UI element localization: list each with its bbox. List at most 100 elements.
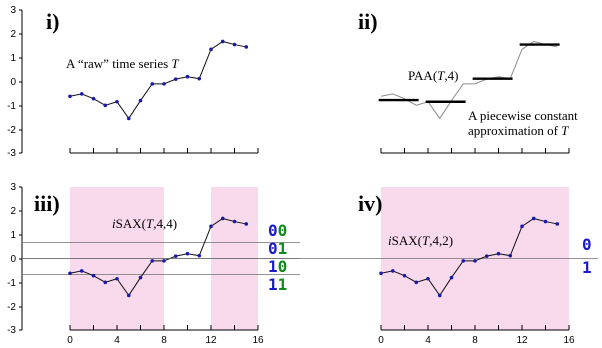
paa-note-line2: approximation of T [468,123,569,138]
series-point [220,216,225,221]
series-point [162,82,166,86]
paa-note-line1: A piecewise constant [468,108,578,123]
series-line [69,217,247,297]
bottom-y-tick: -3 [7,325,16,336]
paa-suffix: ,4) [444,68,458,83]
top-y-tick: -2 [7,125,16,136]
series-point [173,254,178,258]
isax-i: i [112,216,116,231]
annotation-text: A “raw” time series [66,56,171,71]
bottom-y-axis: 3 2 1 0 -1 -2 -3 [7,182,23,336]
isax-code: 11 [268,275,287,294]
bottom-y-tick: 1 [10,230,16,241]
series-point [138,98,143,103]
series-point [91,96,96,101]
x-tick-label: 0 [67,335,73,346]
panel-label: ii) [358,9,378,34]
code-prefix: 1 [268,257,278,276]
bottom-y-tick: 0 [10,254,16,265]
series-point [449,275,454,280]
x-tick-label: 16 [252,335,264,346]
bottom-y-tick: 3 [10,182,16,193]
series-point [126,116,131,121]
series-point [91,273,96,278]
top-y-tick: -1 [7,101,16,112]
panel-label: iv) [358,191,382,216]
series-point [150,259,155,263]
series-point [473,259,477,263]
paa-prefix: PAA( [408,68,437,83]
x-tick-label: 4 [425,335,431,346]
series-point [103,103,108,108]
isax-code: 1 [582,258,592,277]
series-point [68,271,72,276]
top-y-tick: -3 [7,148,16,159]
isax-code: 01 [268,239,287,258]
bottom-y-tick: -2 [7,302,16,313]
series-point [461,259,466,263]
series-point [209,47,213,52]
paa-note-var: T [561,123,569,138]
code-prefix: 1 [268,275,278,294]
series-point [244,222,249,226]
series-point [103,280,108,285]
series-point [162,259,166,263]
series-point [185,251,190,256]
paa-note-text: approximation of [468,123,561,138]
top-y-axis: 3 2 1 0 -1 -2 -3 [7,5,23,159]
paa-var: T [437,68,445,83]
series-point [173,77,178,81]
series-point [150,82,155,86]
series-point [520,224,524,229]
code-suffix: 0 [278,257,288,276]
isax-var: T [422,233,430,248]
isax-code: 0 [582,235,592,254]
x-tick-label: 16 [563,335,575,346]
code-prefix: 0 [268,239,278,258]
code-prefix: 0 [268,221,278,240]
series-point [244,45,249,49]
series-point [390,269,395,273]
isax-text: SAX( [392,233,422,248]
series-point [437,293,442,298]
series-point [496,251,501,256]
bottom-y-tick: -1 [7,278,16,289]
series-point [79,92,84,96]
top-y-tick: 2 [10,29,16,40]
series-point [426,276,430,281]
series-point [414,280,419,285]
series-point [555,222,560,226]
series-point [209,224,213,229]
x-tick-label: 0 [378,335,384,346]
bottom-y-tick: 2 [10,206,16,217]
code-suffix: 1 [278,275,288,294]
series-point [220,39,225,44]
panel-paa: ii) PAA(T,4) A piecewise constant approx… [358,9,578,154]
series-point [197,253,202,258]
isax-text: SAX( [116,216,146,231]
top-y-tick: 0 [10,77,16,88]
series-line [69,40,247,120]
x-tick-label: 8 [161,335,167,346]
series-point [232,219,237,224]
x-tick-label: 4 [114,335,120,346]
panel-label: i) [46,9,59,34]
isax-var: T [146,216,154,231]
isax-code: 00 [268,221,287,240]
series-point [543,219,548,224]
series-point [531,216,536,221]
code-suffix: 1 [278,239,288,258]
isax-label: iSAX(T,4,2) [388,233,453,248]
series-point [115,276,119,281]
series-marks [68,39,259,154]
series-point [402,273,407,278]
x-tick-label: 8 [472,335,478,346]
series-point [508,253,513,258]
annotation-var: T [171,56,179,71]
x-tick-label: 12 [205,335,217,346]
